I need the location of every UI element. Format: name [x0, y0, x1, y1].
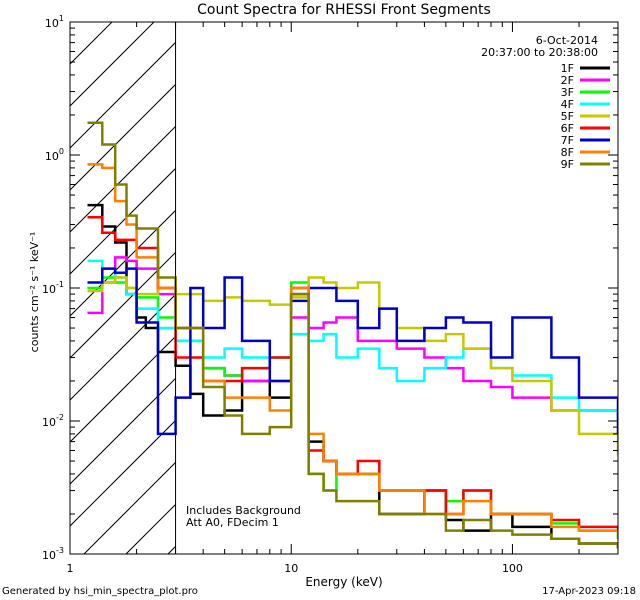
annotation-background: Includes Background	[186, 504, 301, 517]
x-tick-label: 100	[502, 562, 523, 575]
legend-label-2F: 2F	[561, 74, 574, 87]
series-9F-line	[87, 121, 618, 549]
series-5F-line	[87, 276, 618, 456]
y-tick-label: 100	[45, 147, 64, 163]
timestamp-footer: 17-Apr-2023 09:18	[542, 586, 636, 597]
chart-title: Count Spectra for RHESSI Front Segments	[197, 2, 491, 18]
date-label: 6-Oct-2014	[536, 34, 598, 47]
y-axis-ticks: 101 100 10-1 10-2 10-3	[42, 14, 618, 562]
x-tick-label: 10	[284, 562, 298, 575]
hatch-line	[70, 377, 176, 485]
x-tick-label: 1	[67, 562, 74, 575]
series-group	[87, 121, 618, 549]
x-axis-ticks: 1 10 100	[67, 22, 619, 575]
legend-label-5F: 5F	[561, 110, 574, 123]
hatch-line	[70, 83, 176, 191]
y-axis-label: counts cm⁻² s⁻¹ keV⁻¹	[28, 232, 41, 353]
legend-label-3F: 3F	[561, 86, 574, 99]
y-tick-label: 101	[45, 14, 64, 30]
legend-label-1F: 1F	[561, 62, 574, 75]
legend-label-8F: 8F	[561, 146, 574, 159]
y-tick-label: 10-2	[42, 413, 64, 429]
legend-label-9F: 9F	[561, 158, 574, 171]
generated-by-footer: Generated by hsi_min_spectra_plot.pro	[2, 586, 198, 597]
annotation-attenuator: Att A0, FDecim 1	[186, 516, 279, 529]
y-tick-label: 10-3	[42, 546, 64, 562]
legend-label-7F: 7F	[561, 134, 574, 147]
hatch-line	[83, 461, 176, 554]
legend-label-6F: 6F	[561, 122, 574, 135]
legend-label-4F: 4F	[561, 98, 574, 111]
hatch-line	[70, 419, 176, 527]
y-tick-label: 10-1	[42, 280, 64, 296]
hatch-line	[70, 251, 176, 359]
series-2F-line	[87, 256, 618, 416]
time-range-label: 20:37:00 to 20:38:00	[481, 46, 598, 59]
x-axis-label: Energy (keV)	[305, 575, 382, 589]
hatch-line	[70, 41, 176, 149]
